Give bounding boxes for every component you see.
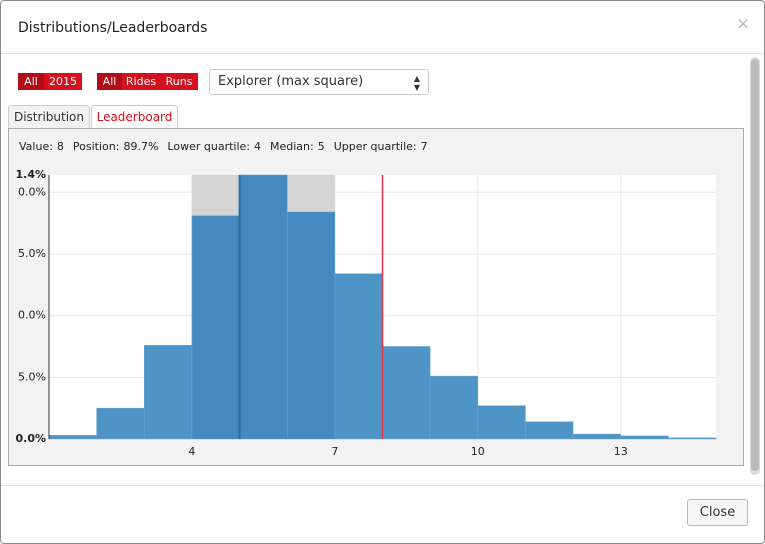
stat-label: Median: bbox=[270, 140, 314, 153]
y-tick-label: 5.0% bbox=[18, 247, 46, 260]
filter-button[interactable]: All bbox=[97, 73, 122, 90]
stats-line: Value: 8 Position: 89.7% Lower quartile: 4 Med… bbox=[19, 140, 437, 153]
stat-label: Position: bbox=[72, 140, 120, 153]
filter-button[interactable]: Rides bbox=[122, 73, 160, 90]
stat-value: 89.7% bbox=[123, 140, 159, 153]
tab-active[interactable]: Distribution bbox=[8, 105, 90, 129]
stat-value: 7 bbox=[420, 140, 428, 153]
stat-label: Lower quartile: bbox=[167, 140, 250, 153]
bar bbox=[620, 435, 669, 440]
close-button[interactable]: Close bbox=[687, 499, 748, 526]
stat-label: Upper quartile: bbox=[333, 140, 417, 153]
bar bbox=[96, 407, 145, 440]
bar bbox=[144, 344, 193, 440]
bar bbox=[572, 433, 621, 440]
stat-value: 4 bbox=[254, 140, 261, 153]
y-tick-label: 1.4% bbox=[15, 168, 46, 181]
bar bbox=[477, 405, 526, 440]
bar bbox=[525, 421, 574, 440]
scrollbar-thumb[interactable] bbox=[751, 59, 759, 471]
y-tick-label: 0.0% bbox=[18, 185, 46, 198]
modal-title: Distributions/Leaderboards bbox=[18, 20, 208, 36]
stat-value: 5 bbox=[317, 140, 325, 153]
bar bbox=[429, 375, 479, 440]
x-tick-label: 4 bbox=[188, 445, 195, 458]
y-tick-label: 5.0% bbox=[18, 370, 46, 383]
footer-divider bbox=[1, 485, 764, 486]
modal-header bbox=[1, 1, 764, 54]
bar bbox=[382, 346, 431, 440]
x-tick-label: 13 bbox=[614, 445, 628, 458]
bar bbox=[191, 215, 240, 440]
y-tick-label: 0.0% bbox=[18, 309, 46, 322]
bar bbox=[48, 435, 97, 440]
tab[interactable]: Leaderboard bbox=[91, 105, 178, 128]
select-arrows: ▲ ▼ bbox=[413, 74, 420, 92]
select[interactable]: Explorer (max square) ▲ ▼ bbox=[209, 69, 429, 95]
x-tick-label: 10 bbox=[471, 445, 485, 458]
stat-label: Value: bbox=[19, 140, 53, 153]
y-tick-label: 0.0% bbox=[15, 432, 46, 445]
bar bbox=[286, 211, 336, 440]
histogram: 1.4% 0.0% 5.0% 0.0% 5.0% 0.0% 4 7 10 13 bbox=[15, 168, 717, 458]
select-text: Explorer (max square) bbox=[218, 74, 364, 89]
bar bbox=[334, 273, 383, 440]
filter-button[interactable]: 2015 bbox=[44, 73, 82, 90]
close-icon[interactable]: × bbox=[736, 14, 751, 34]
x-tick-label: 7 bbox=[331, 445, 338, 458]
bar bbox=[239, 174, 288, 440]
filter-button[interactable]: Runs bbox=[160, 73, 198, 90]
filter-button[interactable]: All bbox=[18, 73, 44, 90]
bar bbox=[668, 437, 717, 440]
stat-value: 8 bbox=[56, 140, 64, 153]
